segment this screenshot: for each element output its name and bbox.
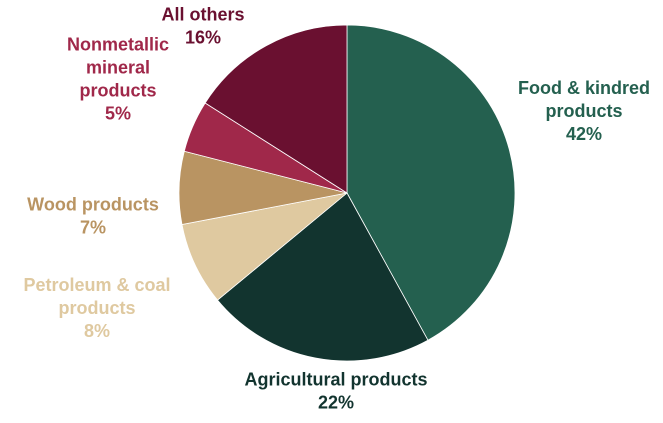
slice-label-3: Wood products 7% xyxy=(27,194,159,237)
slice-label-2: Petroleum & coal products 8% xyxy=(23,275,170,341)
slice-name-line: mineral xyxy=(86,57,150,77)
slice-name-line: products xyxy=(79,80,156,100)
slice-label-5: All others 16% xyxy=(161,4,244,47)
slice-name-line: Food & kindred xyxy=(518,78,650,98)
slice-label-1: Agricultural products 22% xyxy=(244,369,427,412)
slice-value-label: 5% xyxy=(105,103,131,123)
slice-value-label: 42% xyxy=(566,124,602,144)
slice-name-line: Petroleum & coal xyxy=(23,275,170,295)
pie-slices xyxy=(179,25,515,361)
slice-value-label: 7% xyxy=(80,217,106,237)
slice-value-label: 16% xyxy=(185,27,221,47)
slice-name-line: Agricultural products xyxy=(244,369,427,389)
slice-label-0: Food & kindred products 42% xyxy=(518,78,650,144)
slice-label-4: Nonmetallic mineral products 5% xyxy=(67,34,169,123)
slice-value-label: 22% xyxy=(318,392,354,412)
slice-name-line: Nonmetallic xyxy=(67,34,169,54)
slice-name-line: products xyxy=(58,298,135,318)
slice-name-line: Wood products xyxy=(27,194,159,214)
slice-name-line: products xyxy=(545,101,622,121)
slice-value-label: 8% xyxy=(84,321,110,341)
slice-name-line: All others xyxy=(161,4,244,24)
